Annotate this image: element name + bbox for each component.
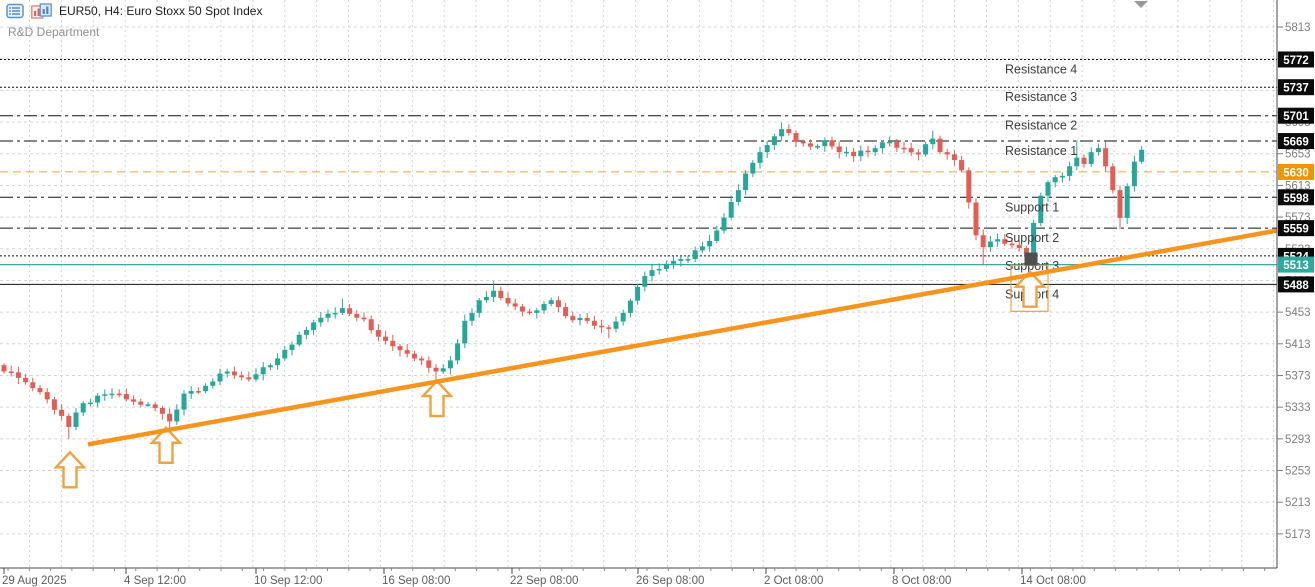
date-label: 26 Sep 08:00 [636, 575, 704, 587]
support-resistance-lines[interactable] [0, 58, 1277, 285]
chart-header: EUR50, H4: Euro Stoxx 50 Spot Index [6, 3, 262, 19]
date-label: 10 Sep 12:00 [254, 575, 322, 587]
price-tick-label: 5813 [1285, 22, 1311, 34]
svg-text:5488: 5488 [1283, 280, 1309, 292]
up-arrow-3[interactable] [420, 379, 454, 418]
level-label-resistance-1: Resistance 1 [1005, 144, 1077, 158]
chart-shift-marker[interactable] [1134, 1, 1148, 8]
price-tick-label: 5453 [1285, 307, 1311, 319]
up-arrow-1[interactable] [53, 450, 87, 489]
level-price-badge [1278, 133, 1314, 150]
svg-text:5669: 5669 [1283, 137, 1309, 149]
date-label: 2 Oct 08:00 [764, 575, 823, 587]
level-price-badge [1278, 189, 1314, 206]
price-tick-label: 5213 [1285, 497, 1311, 509]
price-tick-label: 5293 [1285, 434, 1311, 446]
price-tick-label: 5653 [1285, 149, 1311, 161]
watermark: R&D Department [8, 25, 100, 39]
list-icon [6, 3, 24, 19]
level-label-resistance-2: Resistance 2 [1005, 119, 1077, 133]
date-label: 4 Sep 12:00 [124, 575, 186, 587]
price-tick-label: 5413 [1285, 339, 1311, 351]
marked-level-badge [1278, 256, 1314, 273]
price-axis[interactable]: 5813577357335693565356135573553354935453… [1277, 22, 1314, 541]
svg-text:5630: 5630 [1283, 167, 1309, 179]
level-price-badge [1278, 276, 1314, 293]
up-arrows[interactable] [53, 269, 1047, 489]
svg-text:5737: 5737 [1283, 83, 1309, 95]
price-tick-label: 5373 [1285, 370, 1311, 382]
svg-text:5701: 5701 [1283, 111, 1309, 123]
bar-chart-icon [31, 3, 52, 19]
date-label: 16 Sep 08:00 [382, 575, 450, 587]
price-tick-label: 5333 [1285, 402, 1311, 414]
grid [0, 0, 1277, 567]
candlesticks [1, 122, 1145, 439]
square-marker[interactable] [1024, 252, 1038, 266]
level-label-support-1: Support 1 [1005, 200, 1059, 214]
level-label-support-2: Support 2 [1005, 231, 1059, 245]
svg-text:5772: 5772 [1283, 55, 1309, 67]
level-label-resistance-3: Resistance 3 [1005, 90, 1077, 104]
date-label: 29 Aug 2025 [2, 575, 67, 587]
current-price-badge [1278, 163, 1314, 180]
chart-title: EUR50, H4: Euro Stoxx 50 Spot Index [59, 4, 263, 18]
time-axis[interactable]: 29 Aug 2025 4 Sep 12:00 10 Sep 12:00 16 Sep… [2, 568, 1266, 587]
level-price-badge [1278, 220, 1314, 237]
price-tick-label: 5253 [1285, 466, 1311, 478]
up-arrow-4[interactable] [1013, 269, 1047, 308]
trendline[interactable] [87, 228, 1278, 447]
price-tick-label: 5173 [1285, 529, 1311, 541]
svg-text:5513: 5513 [1283, 260, 1309, 272]
svg-text:5598: 5598 [1283, 193, 1309, 205]
up-arrow-2[interactable] [149, 425, 183, 464]
date-label: 22 Sep 08:00 [510, 575, 578, 587]
date-label: 14 Oct 08:00 [1020, 575, 1086, 587]
level-label-resistance-4: Resistance 4 [1005, 62, 1077, 76]
date-label: 8 Oct 08:00 [892, 575, 951, 587]
svg-text:5559: 5559 [1283, 224, 1309, 236]
level-price-badge [1278, 79, 1314, 96]
level-price-badge [1278, 107, 1314, 124]
level-price-badge [1278, 51, 1314, 68]
